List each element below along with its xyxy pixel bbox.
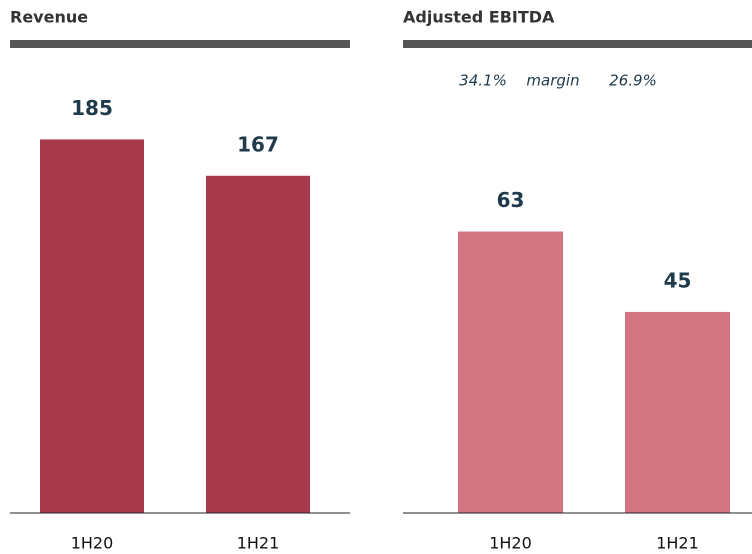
x-tick-label: 1H21 <box>656 534 699 553</box>
title-rule <box>10 40 350 48</box>
x-tick-label: 1H21 <box>237 534 280 553</box>
value-label: 45 <box>664 268 692 292</box>
bar <box>625 311 730 513</box>
bar <box>458 231 563 514</box>
title-rule <box>403 40 752 48</box>
chart-title: Revenue <box>10 8 88 27</box>
bar <box>40 139 144 513</box>
annotation: margin <box>526 72 579 90</box>
annotation: 34.1% <box>459 72 507 90</box>
value-label: 63 <box>497 188 525 212</box>
bar <box>206 175 310 514</box>
value-label: 185 <box>71 96 113 120</box>
x-tick-label: 1H20 <box>489 534 532 553</box>
x-tick-label: 1H20 <box>71 534 114 553</box>
chart-title: Adjusted EBITDA <box>403 8 555 27</box>
value-label: 167 <box>237 132 279 156</box>
annotation: 26.9% <box>609 72 657 90</box>
